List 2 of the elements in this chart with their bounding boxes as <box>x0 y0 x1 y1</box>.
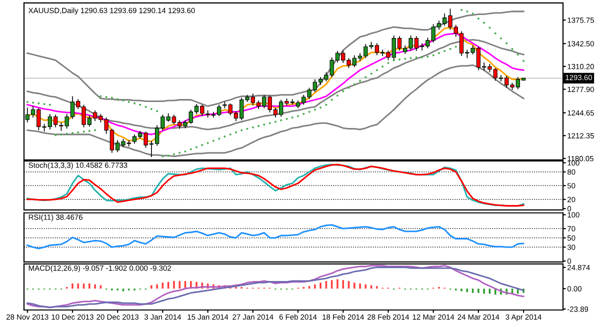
line-series <box>26 224 524 250</box>
line-series <box>26 164 524 207</box>
